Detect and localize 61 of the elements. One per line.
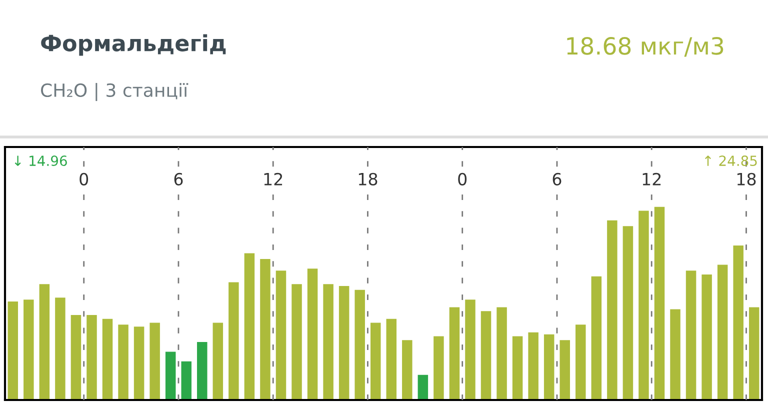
text: ↑ 24.85 xyxy=(705,156,757,166)
bar xyxy=(560,340,570,400)
bar xyxy=(717,264,728,400)
bar xyxy=(418,374,428,400)
bar xyxy=(260,259,270,400)
bar xyxy=(307,268,318,400)
chart-subtitle: CH₂O | 3 станції xyxy=(41,82,188,102)
bar xyxy=(386,318,397,400)
bar xyxy=(181,361,192,400)
text: ↓ 14.96 xyxy=(14,156,67,166)
bar xyxy=(702,274,712,400)
bar xyxy=(434,336,444,400)
bar xyxy=(8,302,18,400)
bar xyxy=(512,336,523,400)
bar xyxy=(212,322,224,400)
x-tick-label: 12 xyxy=(642,172,661,186)
bar xyxy=(292,284,302,400)
bar xyxy=(465,300,476,400)
bar xyxy=(576,324,586,400)
bar xyxy=(480,311,492,400)
bar xyxy=(102,318,113,400)
bar xyxy=(591,276,602,400)
bar xyxy=(607,220,618,400)
bar xyxy=(197,342,208,400)
x-tick-label: 18 xyxy=(737,172,756,186)
bar xyxy=(748,307,760,400)
bar xyxy=(228,282,239,400)
bar xyxy=(150,322,160,400)
x-tick-label: 12 xyxy=(264,172,282,186)
bar xyxy=(354,290,365,400)
bar xyxy=(622,226,634,400)
bar xyxy=(118,324,128,400)
x-tick-label: 0 xyxy=(80,172,88,186)
bar xyxy=(244,253,255,400)
x-tick-label: 18 xyxy=(358,172,378,186)
bar xyxy=(323,284,334,400)
bar xyxy=(544,334,554,400)
bar xyxy=(86,315,97,400)
text: 18.68 мкг/м3 xyxy=(567,36,724,57)
bar xyxy=(165,352,176,400)
bar xyxy=(496,307,507,400)
bar xyxy=(70,315,82,400)
bar xyxy=(338,286,350,400)
bar xyxy=(55,298,66,400)
bar xyxy=(134,326,144,400)
bar xyxy=(686,270,696,400)
bar xyxy=(654,206,665,400)
bar xyxy=(402,340,412,400)
x-tick-label: 0 xyxy=(458,172,467,186)
x-tick-label: 6 xyxy=(174,172,183,186)
chart-title: Формальдегід xyxy=(41,34,226,56)
x-tick-label: 6 xyxy=(552,172,562,186)
bar xyxy=(370,322,381,400)
bar xyxy=(528,332,538,400)
bar xyxy=(733,245,744,400)
bar xyxy=(449,307,460,400)
bar xyxy=(39,284,50,400)
bar xyxy=(670,309,680,400)
bar xyxy=(24,300,34,400)
bar xyxy=(276,270,286,400)
bar xyxy=(638,210,649,400)
